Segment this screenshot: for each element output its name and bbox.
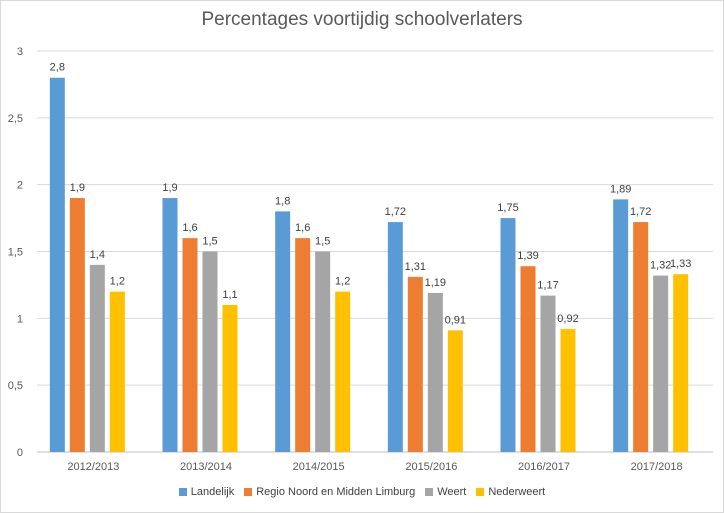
data-label: 1,33 <box>670 258 691 270</box>
legend-item: Nederweert <box>476 486 545 498</box>
bar <box>613 199 629 452</box>
legend-swatch <box>178 488 187 496</box>
data-label: 1,4 <box>90 249 105 261</box>
x-tick-label: 2014/2015 <box>293 461 345 473</box>
data-label: 1,19 <box>425 277 446 289</box>
data-label: 1,75 <box>497 202 518 214</box>
bar <box>162 198 178 452</box>
data-label: 0,91 <box>445 314 466 326</box>
data-label: 1,5 <box>202 236 217 248</box>
legend-swatch <box>425 488 434 496</box>
y-tick-label: 3 <box>17 46 23 58</box>
data-label: 1,39 <box>517 250 538 262</box>
legend-label: Weert <box>437 486 467 498</box>
legend-swatch <box>476 488 485 496</box>
legend-item: Weert <box>425 486 466 498</box>
bar <box>540 295 556 452</box>
bar <box>182 238 198 452</box>
bar <box>560 329 576 452</box>
bar <box>427 292 443 452</box>
data-label: 1,9 <box>70 182 85 194</box>
legend-label: Regio Noord en Midden Limburg <box>256 486 416 498</box>
bar <box>673 274 689 452</box>
bar <box>275 211 291 452</box>
data-label: 1,1 <box>222 289 237 301</box>
data-label: 1,72 <box>385 206 406 218</box>
bar <box>109 291 125 452</box>
chart-legend: Landelijk Regio Noord en Midden Limburg We… <box>1 486 723 499</box>
bar <box>49 77 65 452</box>
bar <box>500 218 516 452</box>
bar <box>202 251 218 452</box>
bar <box>633 222 649 452</box>
data-label: 1,5 <box>315 236 330 248</box>
data-label: 1,2 <box>335 276 350 288</box>
y-tick-label: 1,5 <box>8 247 23 259</box>
bar <box>653 275 669 452</box>
x-tick-label: 2013/2014 <box>180 461 232 473</box>
y-tick-label: 0,5 <box>8 380 23 392</box>
bar <box>407 276 423 452</box>
legend-swatch <box>244 488 253 496</box>
data-label: 0,92 <box>557 313 578 325</box>
legend-item: Regio Noord en Midden Limburg <box>244 486 415 498</box>
data-label: 1,6 <box>182 222 197 234</box>
legend-label: Nederweert <box>488 486 546 498</box>
bar <box>315 251 331 452</box>
data-label: 1,72 <box>630 206 651 218</box>
legend-label: Landelijk <box>190 486 235 498</box>
y-tick-label: 0 <box>17 447 23 459</box>
data-label: 1,8 <box>275 195 290 207</box>
bar <box>295 238 311 452</box>
x-tick-label: 2015/2016 <box>405 461 457 473</box>
bar <box>69 198 85 452</box>
bar <box>335 291 351 452</box>
data-label: 1,89 <box>610 183 631 195</box>
y-tick-label: 1 <box>17 313 23 325</box>
data-label: 1,32 <box>650 260 671 272</box>
data-label: 1,2 <box>110 276 125 288</box>
bar <box>387 222 403 452</box>
x-tick-label: 2017/2018 <box>631 461 683 473</box>
bar <box>520 266 536 452</box>
bar <box>447 330 463 452</box>
data-label: 1,6 <box>295 222 310 234</box>
legend-item: Landelijk <box>178 486 235 498</box>
x-tick-label: 2012/2013 <box>67 461 119 473</box>
x-tick-label: 2016/2017 <box>518 461 570 473</box>
y-tick-label: 2,5 <box>8 113 23 125</box>
data-label: 1,17 <box>537 280 558 292</box>
y-tick-label: 2 <box>17 180 23 192</box>
chart-title: Percentages voortijdig schoolverlaters <box>201 9 523 30</box>
bar <box>222 304 238 452</box>
data-label: 1,31 <box>405 261 426 273</box>
data-label: 2,8 <box>50 62 65 74</box>
data-label: 1,9 <box>162 182 177 194</box>
bar <box>89 264 105 452</box>
